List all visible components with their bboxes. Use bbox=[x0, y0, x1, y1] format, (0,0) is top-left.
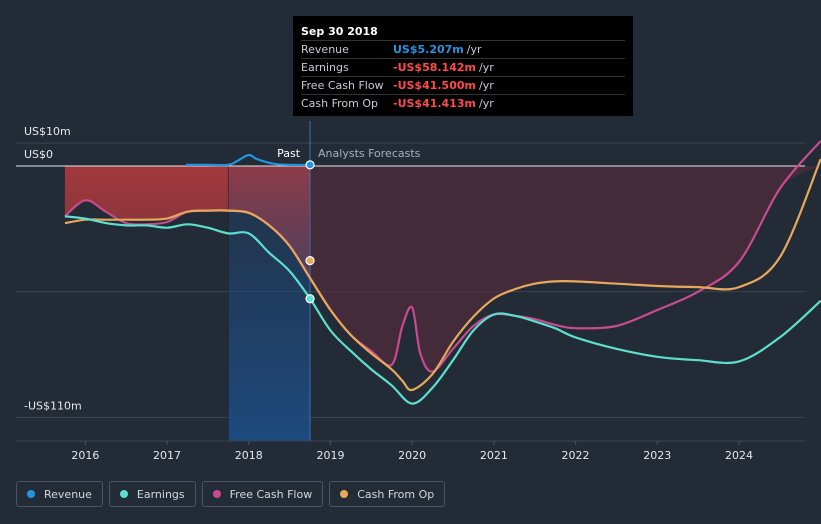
marker-cash-from-op bbox=[305, 255, 315, 266]
tooltip-row-earnings: Earnings -US$58.142m /yr bbox=[301, 58, 625, 76]
legend-item-earnings[interactable]: Earnings bbox=[108, 481, 196, 507]
marker-earnings bbox=[305, 294, 315, 304]
series-line-earnings bbox=[64, 215, 821, 405]
x-tick-label: 2016 bbox=[71, 449, 99, 462]
data-tooltip: Sep 30 2018 Revenue US$5.207m /yr Earnin… bbox=[293, 16, 633, 116]
series-line-revenue bbox=[185, 153, 311, 167]
legend-label: Free Cash Flow bbox=[229, 487, 313, 501]
tooltip-label: Revenue bbox=[301, 43, 349, 56]
x-tick-label: 2023 bbox=[643, 449, 671, 462]
legend-label: Revenue bbox=[44, 487, 92, 501]
tooltip-label: Cash From Op bbox=[301, 97, 379, 110]
y-axis-label: US$10m bbox=[24, 125, 71, 138]
legend-item-cash-from-op[interactable]: Cash From Op bbox=[329, 481, 446, 507]
highlight-edge bbox=[227, 166, 229, 441]
series-line-cash-from-op bbox=[64, 158, 821, 392]
tooltip-label: Earnings bbox=[301, 61, 349, 74]
x-tick-label: 2020 bbox=[398, 449, 426, 462]
tooltip-value: -US$58.142m bbox=[393, 61, 476, 74]
y-axis-label: US$0 bbox=[24, 148, 53, 161]
legend-dot-icon bbox=[212, 490, 221, 498]
tooltip-unit: /yr bbox=[478, 97, 494, 110]
forecast-area-fill bbox=[310, 166, 821, 372]
x-tick-label: 2017 bbox=[153, 449, 181, 462]
tooltip-value: US$5.207m bbox=[393, 43, 464, 56]
tooltip-row-free-cash-flow: Free Cash Flow -US$41.500m /yr bbox=[301, 76, 625, 94]
tooltip-unit: /yr bbox=[478, 61, 494, 74]
marker-revenue bbox=[305, 160, 315, 170]
legend-dot-icon bbox=[119, 490, 128, 498]
highlight-period bbox=[228, 166, 311, 441]
legend-label: Cash From Op bbox=[357, 487, 435, 501]
x-tick-label: 2021 bbox=[480, 449, 508, 462]
tooltip-row-revenue: Revenue US$5.207m /yr bbox=[301, 40, 625, 58]
legend-dot-icon bbox=[340, 490, 349, 498]
tooltip-unit: /yr bbox=[466, 43, 482, 56]
legend-label: Earnings bbox=[136, 487, 185, 501]
legend-item-revenue[interactable]: Revenue bbox=[16, 481, 103, 507]
tooltip-row-cash-from-op: Cash From Op -US$41.413m /yr bbox=[301, 94, 625, 112]
chart-legend: Revenue Earnings Free Cash Flow Cash Fro… bbox=[16, 481, 446, 507]
legend-dot-icon bbox=[27, 490, 35, 498]
past-label: Past bbox=[277, 147, 301, 160]
x-tick-label: 2019 bbox=[316, 449, 344, 462]
x-tick-label: 2022 bbox=[562, 449, 590, 462]
tooltip-unit: /yr bbox=[478, 79, 494, 92]
tooltip-value: -US$41.500m bbox=[393, 79, 476, 92]
tooltip-value: -US$41.413m bbox=[393, 97, 476, 110]
tooltip-label: Free Cash Flow bbox=[301, 79, 384, 92]
legend-item-free-cash-flow[interactable]: Free Cash Flow bbox=[201, 481, 324, 507]
tooltip-date: Sep 30 2018 bbox=[301, 25, 378, 38]
y-axis-label: -US$110m bbox=[24, 399, 82, 412]
x-tick-label: 2018 bbox=[235, 449, 263, 462]
forecast-label: Analysts Forecasts bbox=[318, 147, 421, 160]
series-line-free-cash-flow bbox=[64, 140, 821, 373]
x-tick-label: 2024 bbox=[725, 449, 753, 462]
